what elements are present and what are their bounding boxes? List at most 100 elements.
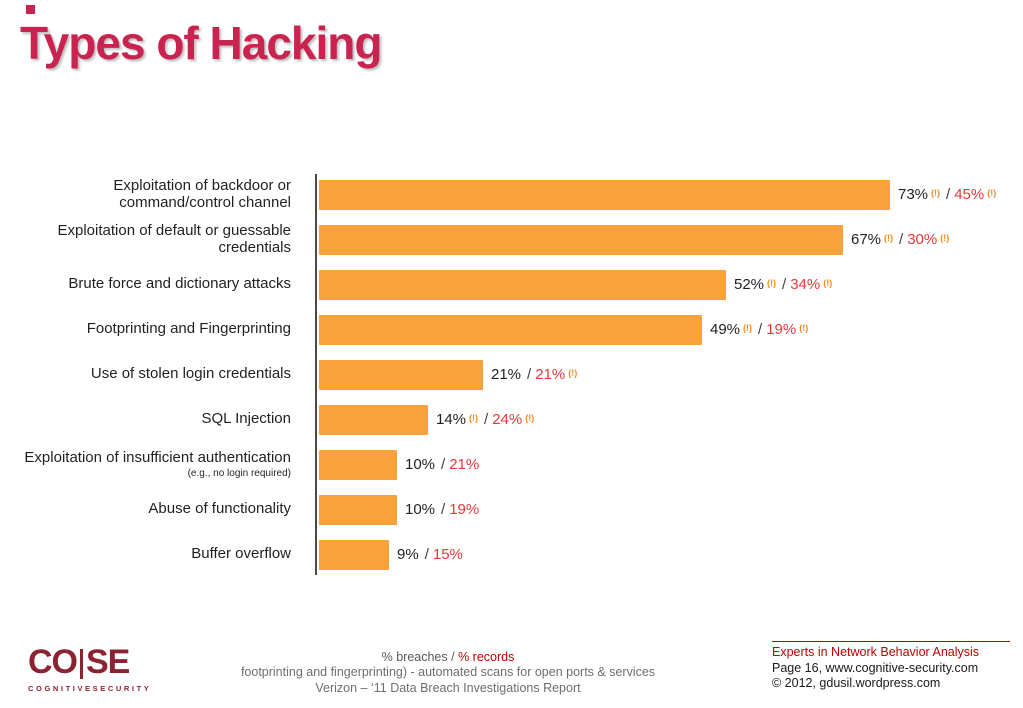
records-value: 19% xyxy=(766,321,797,338)
bar-value: 10% /19% xyxy=(405,501,479,518)
chart-rows: Exploitation of backdoor or command/cont… xyxy=(20,172,1005,577)
bar-label: Footprinting and Fingerprinting xyxy=(20,320,303,338)
records-flag-icon: (!) xyxy=(987,188,997,198)
value-separator: / xyxy=(946,186,951,203)
bar-label-text: SQL Injection xyxy=(201,410,292,428)
bar-label-text: Abuse of functionality xyxy=(148,500,291,518)
logo-wordmark: CO SE xyxy=(28,643,151,682)
value-separator: / xyxy=(424,546,429,563)
bar-label-text: Brute force and dictionary attacks xyxy=(68,275,291,293)
chart-legend: % breaches / % records xyxy=(180,650,716,664)
bar-label-text: Buffer overflow xyxy=(191,545,291,563)
breaches-flag-icon: (!) xyxy=(884,233,894,243)
records-flag-icon: (!) xyxy=(568,368,578,378)
bar-label: Abuse of functionality xyxy=(20,500,303,518)
bar xyxy=(319,224,843,255)
bar xyxy=(319,314,702,345)
records-value: 24% xyxy=(492,411,523,428)
bar-label: Brute force and dictionary attacks xyxy=(20,275,303,293)
chart-row-7: Abuse of functionality 10% /19% xyxy=(20,487,1005,532)
bar-value: 49% (!)/19% (!) xyxy=(710,321,808,338)
bar xyxy=(319,494,397,525)
bar xyxy=(319,359,483,390)
footer-right: Experts in Network Behavior Analysis Pag… xyxy=(772,641,1010,692)
footer-page-ref: Page 16, www.cognitive-security.com xyxy=(772,660,979,675)
records-flag-icon: (!) xyxy=(799,323,809,333)
bar-label-text: Footprinting and Fingerprinting xyxy=(86,320,291,338)
chart-row-6: Exploitation of insufficient authenticat… xyxy=(20,442,1005,487)
bar-value: 10% /21% xyxy=(405,456,479,473)
bar-value: 67% (!)/30% (!) xyxy=(851,231,949,248)
records-flag-icon: (!) xyxy=(940,233,950,243)
records-value: 15% xyxy=(432,546,463,563)
chart-row-2: Brute force and dictionary attacks 52% (!)… xyxy=(20,262,1005,307)
chart-row-0: Exploitation of backdoor or command/cont… xyxy=(20,172,1005,217)
legend-records: % records xyxy=(458,650,515,664)
logo-se: SE xyxy=(86,643,130,681)
chart-row-8: Buffer overflow 9% /15% xyxy=(20,532,1005,577)
value-separator: / xyxy=(899,231,904,248)
accent-square xyxy=(26,5,35,14)
bar-label-text: Exploitation of default or guessable cre… xyxy=(57,221,292,256)
hacking-types-bar-chart: Exploitation of backdoor or command/cont… xyxy=(20,172,1005,577)
footer-tagline: Experts in Network Behavior Analysis xyxy=(772,645,980,659)
bar xyxy=(319,404,428,435)
breaches-flag-icon: (!) xyxy=(469,413,479,423)
value-separator: / xyxy=(484,411,489,428)
legend-breaches: % breaches / xyxy=(381,650,455,664)
bar-label-text: Exploitation of insufficient authenticat… xyxy=(24,449,291,466)
breaches-flag-icon: (!) xyxy=(767,278,777,288)
logo-subtext: COGNITIVESECURITY xyxy=(28,684,152,693)
breaches-value: 10% xyxy=(405,501,436,518)
breaches-value: 9% xyxy=(397,546,419,563)
bar-label: Use of stolen login credentials xyxy=(20,365,303,383)
bar-label: Exploitation of backdoor or command/cont… xyxy=(20,176,303,212)
footer-copyright: © 2012, gdusil.wordpress.com xyxy=(772,676,941,691)
bar-value: 52% (!)/34% (!) xyxy=(734,276,832,293)
breaches-value: 67% xyxy=(851,231,882,248)
bar-value: 9% /15% xyxy=(397,546,463,563)
records-value: 21% xyxy=(535,366,566,383)
bar-sublabel: (e.g., no login required) xyxy=(187,467,291,479)
bar-label: Exploitation of default or guessable cre… xyxy=(20,221,303,257)
records-value: 30% xyxy=(907,231,938,248)
bar xyxy=(319,449,397,480)
records-flag-icon: (!) xyxy=(823,278,833,288)
records-value: 21% xyxy=(449,456,480,473)
bar-label: Buffer overflow xyxy=(20,545,303,563)
records-value: 19% xyxy=(449,501,480,518)
footer-source: Verizon – ‘11 Data Breach Investigations… xyxy=(315,680,581,695)
value-separator: / xyxy=(441,501,446,518)
breaches-flag-icon: (!) xyxy=(743,323,753,333)
value-separator: / xyxy=(758,321,763,338)
bar-value: 21%/21% (!) xyxy=(491,366,577,383)
value-separator: / xyxy=(782,276,787,293)
page-title: Types of Hacking xyxy=(20,17,382,69)
bar-value: 14% (!)/24% (!) xyxy=(436,411,534,428)
cognitive-security-logo: CO SE COGNITIVESECURITY xyxy=(28,643,151,693)
logo-co: CO xyxy=(28,643,78,681)
records-flag-icon: (!) xyxy=(525,413,535,423)
value-separator: / xyxy=(527,366,532,383)
breaches-value: 49% xyxy=(710,321,741,338)
breaches-value: 73% xyxy=(898,186,929,203)
bar xyxy=(319,179,890,210)
breaches-value: 10% xyxy=(405,456,436,473)
value-separator: / xyxy=(441,456,446,473)
bar-label-text: Exploitation of backdoor or command/cont… xyxy=(113,176,291,211)
breaches-value: 21% xyxy=(491,366,522,383)
bar-label: SQL Injection xyxy=(20,410,303,428)
breaches-flag-icon: (!) xyxy=(931,188,941,198)
breaches-value: 14% xyxy=(436,411,467,428)
bar xyxy=(319,269,726,300)
chart-row-1: Exploitation of default or guessable cre… xyxy=(20,217,1005,262)
bar-label: Exploitation of insufficient authenticat… xyxy=(20,449,303,479)
bar-value: 73% (!)/45% (!) xyxy=(898,186,996,203)
records-value: 34% xyxy=(790,276,821,293)
footer-note: footprinting and fingerprinting) - autom… xyxy=(240,665,656,680)
bar xyxy=(319,539,389,570)
chart-row-3: Footprinting and Fingerprinting 49% (!)/19… xyxy=(20,307,1005,352)
chart-row-4: Use of stolen login credentials 21%/21% (!… xyxy=(20,352,1005,397)
logo-divider xyxy=(80,648,83,679)
